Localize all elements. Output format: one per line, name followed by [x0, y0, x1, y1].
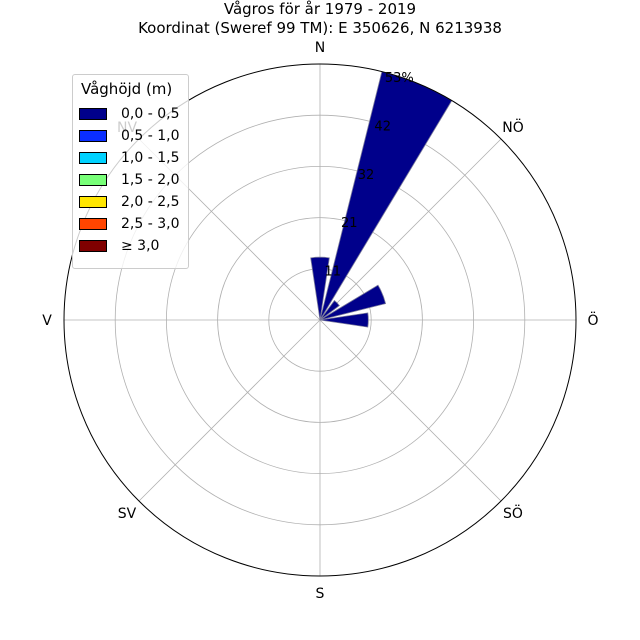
direction-label: N: [315, 40, 325, 56]
direction-label: S: [316, 586, 325, 602]
chart-subtitle: Koordinat (Sweref 99 TM): E 350626, N 62…: [138, 19, 502, 37]
legend-label: 0,5 - 1,0: [121, 128, 180, 144]
chart-title: Vågros för år 1979 - 2019: [223, 0, 417, 18]
direction-label: SV: [118, 506, 137, 522]
legend-swatch: [79, 218, 107, 230]
legend-title: Våghöjd (m): [81, 80, 173, 98]
legend-label: 2,5 - 3,0: [121, 216, 180, 232]
radial-tick-label: 32: [358, 168, 375, 183]
polar-outline: [63, 63, 577, 577]
legend-label: 2,0 - 2,5: [121, 194, 180, 210]
radial-tick-label: 21: [341, 216, 358, 231]
wave-bar: [310, 256, 330, 321]
legend-label: 1,5 - 2,0: [121, 172, 180, 188]
direction-label: NÖ: [502, 118, 524, 136]
wave-bar: [319, 284, 387, 321]
wave-bar: [319, 300, 340, 321]
legend-item: 2,0 - 2,5: [79, 193, 179, 211]
legend-swatch: [79, 130, 107, 142]
radial-tick-label: 42: [374, 119, 391, 134]
direction-label: SÖ: [503, 504, 523, 522]
wave-bar: [319, 71, 453, 321]
legend-swatch: [79, 174, 107, 186]
legend-swatch: [79, 108, 107, 120]
legend: Våghöjd (m) 0,0 - 0,5 0,5 - 1,0 1,0 - 1,…: [72, 74, 189, 269]
grid-spoke: [319, 319, 502, 502]
wave-bars: [310, 71, 453, 328]
grid-spoke: [319, 138, 502, 321]
legend-item: 2,5 - 3,0: [79, 215, 179, 233]
wave-bar: [319, 312, 369, 328]
direction-label: V: [42, 313, 52, 329]
legend-item: 1,0 - 1,5: [79, 149, 179, 167]
legend-label: ≥ 3,0: [121, 238, 160, 254]
legend-item: ≥ 3,0: [79, 237, 159, 255]
legend-label: 1,0 - 1,5: [121, 150, 180, 166]
legend-swatch: [79, 152, 107, 164]
grid-spoke: [138, 319, 321, 502]
radial-tick-label: 11: [324, 265, 341, 280]
direction-label: Ö: [587, 311, 598, 329]
legend-swatch: [79, 240, 107, 252]
legend-item: 0,0 - 0,5: [79, 105, 179, 123]
legend-label: 0,0 - 0,5: [121, 106, 180, 122]
legend-item: 1,5 - 2,0: [79, 171, 179, 189]
legend-swatch: [79, 196, 107, 208]
legend-item: 0,5 - 1,0: [79, 127, 179, 145]
